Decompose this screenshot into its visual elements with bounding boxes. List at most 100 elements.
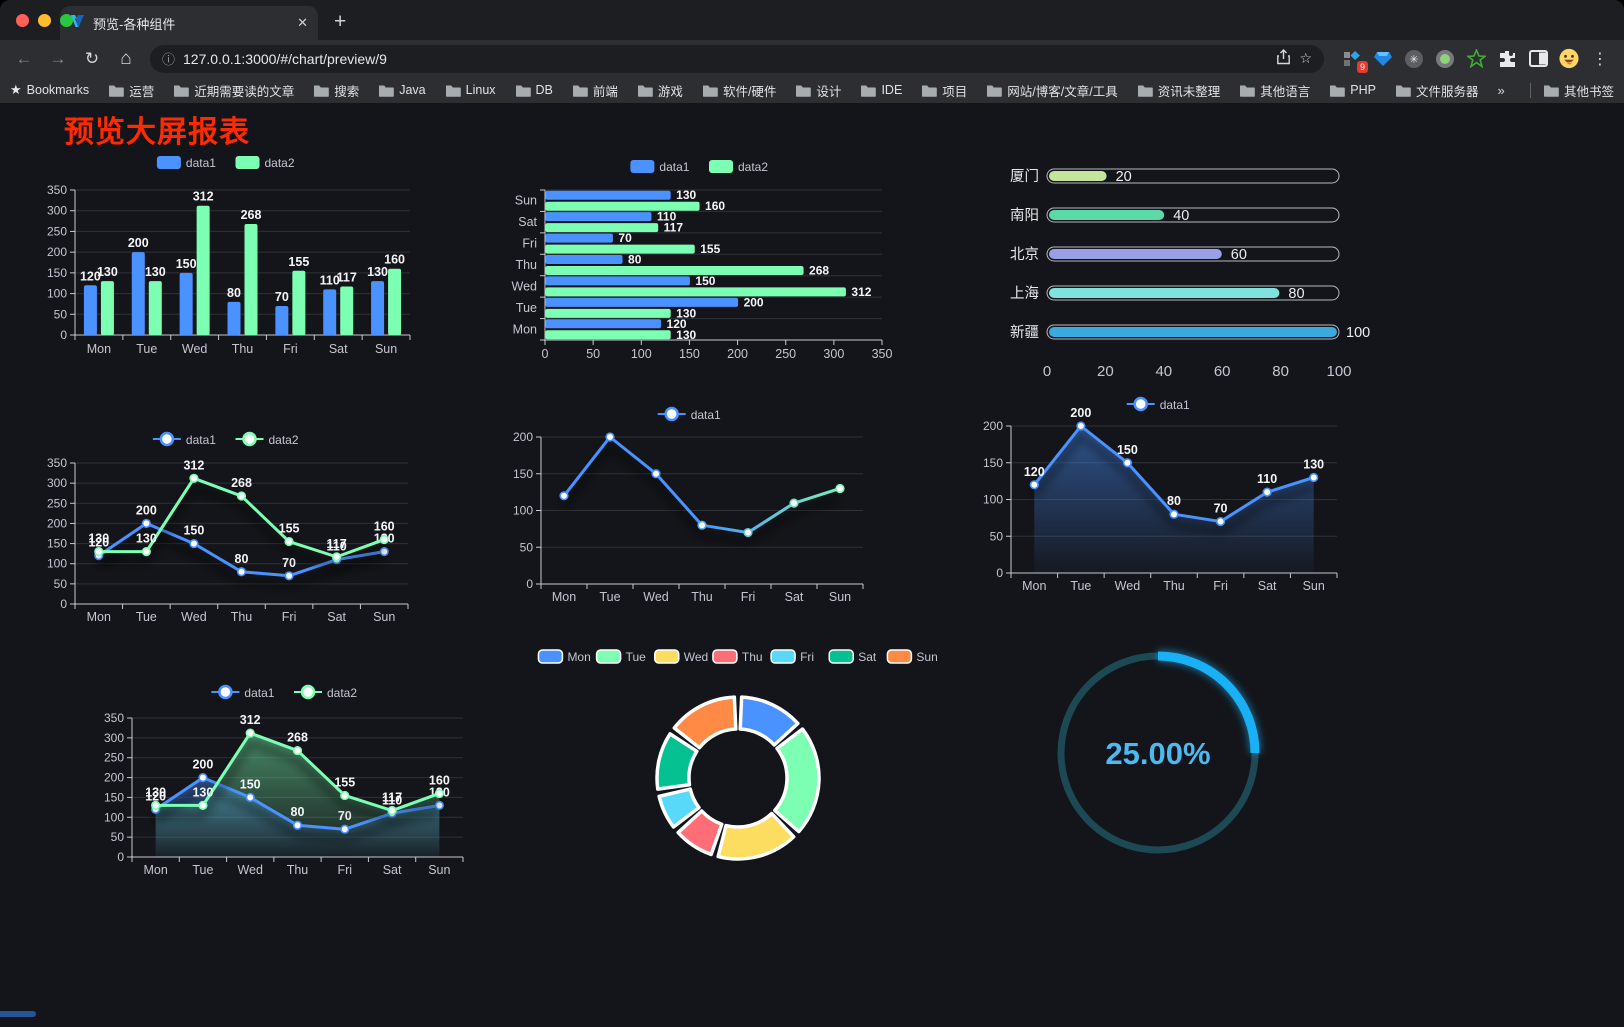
svg-text:Mon: Mon	[87, 610, 111, 624]
svg-text:50: 50	[586, 347, 600, 361]
bookmark-folder-item[interactable]: 软件/硬件	[702, 81, 776, 100]
bookmark-folder-item[interactable]: 资讯未整理	[1137, 81, 1220, 100]
bookmark-folder-item[interactable]: 项目	[921, 81, 967, 100]
bookmark-folder-item[interactable]: Java	[378, 83, 426, 97]
chart-city-progress[interactable]: 厦门 20 南阳 40 北京 60 上海 80 新疆 100 0 20 40 60 80 100	[985, 160, 1370, 385]
home-icon[interactable]: ⌂	[120, 47, 132, 69]
svg-text:60: 60	[1214, 363, 1231, 380]
minimize-window-button[interactable]	[38, 14, 51, 27]
bookmarks-overflow-chevron[interactable]: »	[1497, 82, 1505, 98]
svg-text:200: 200	[104, 771, 124, 785]
bookmark-folder-item[interactable]: DB	[515, 83, 553, 97]
chart-bar-horizontal[interactable]: data1 data2 0 50 100 150 200 250 300 350 Sun 130 160…	[505, 152, 897, 370]
svg-text:Fri: Fri	[283, 342, 298, 356]
bookmark-folder-item[interactable]: 运营	[108, 81, 154, 100]
bookmark-folder-item[interactable]: IDE	[860, 83, 902, 97]
svg-text:80: 80	[227, 286, 241, 300]
close-window-button[interactable]	[16, 14, 29, 27]
profile-avatar[interactable]	[1559, 48, 1579, 69]
bookmark-folder-item[interactable]: 前端	[572, 81, 618, 100]
bookmark-folder-label: 运营	[129, 84, 155, 99]
chart-line-gradient[interactable]: data1 0 50 100 150 200 Mon Tue Wed Thu Fri Sat Sun	[505, 400, 877, 615]
svg-text:110: 110	[382, 793, 402, 807]
chart-donut-days[interactable]: Mon Tue Wed Thu Fri Sat Sun	[537, 640, 938, 880]
svg-text:Wed: Wed	[237, 863, 263, 877]
reload-icon[interactable]: ↻	[84, 48, 100, 68]
tab-close-icon[interactable]: ✕	[297, 15, 308, 30]
chart-line-two-series[interactable]: data1 data2 0 50 100 150 200 250 300 350 Mon Tue Wed…	[35, 425, 420, 640]
bookmark-folder-item[interactable]: Linux	[445, 83, 496, 97]
svg-text:130: 130	[367, 265, 388, 279]
svg-text:100: 100	[104, 810, 124, 824]
svg-text:20: 20	[1116, 169, 1132, 185]
extension-star-icon[interactable]	[1466, 49, 1486, 69]
svg-text:312: 312	[240, 713, 261, 727]
extension-gem-icon[interactable]	[1373, 49, 1393, 69]
bookmark-folder-item[interactable]: 文件服务器	[1395, 81, 1478, 100]
url-text[interactable]: 127.0.0.1:3000/#/chart/preview/9	[183, 50, 387, 67]
svg-text:268: 268	[241, 208, 262, 222]
bookmark-folder-item[interactable]: 游戏	[637, 81, 683, 100]
forward-icon[interactable]: →	[49, 48, 67, 68]
svg-text:100: 100	[47, 557, 67, 571]
chart-canvas: data1 data2 0 50 100 150 200 250 300 350 Mon Tue Wed…	[104, 684, 464, 877]
svg-text:Mon: Mon	[143, 863, 167, 877]
chart-canvas: Mon Tue Wed Thu Fri Sat Sun	[537, 649, 938, 861]
other-bookmarks-label: 其他书签	[1563, 84, 1614, 99]
zoom-window-button[interactable]	[60, 14, 73, 27]
bookmark-folder-label: Java	[399, 83, 426, 97]
svg-text:Wed: Wed	[1115, 579, 1141, 593]
bookmark-folder-item[interactable]: 网站/博客/文章/工具	[986, 81, 1118, 100]
bookmark-star-icon[interactable]: ☆	[1299, 50, 1312, 66]
chart-area-two-series[interactable]: data1 data2 0 50 100 150 200 250 300 350 Mon Tue Wed…	[100, 678, 472, 893]
svg-text:Tue: Tue	[136, 342, 157, 356]
svg-text:Tue: Tue	[516, 301, 537, 315]
svg-text:Sun: Sun	[829, 590, 851, 604]
svg-text:Sat: Sat	[327, 610, 346, 624]
bookmark-folder-item[interactable]: PHP	[1329, 83, 1376, 97]
bookmarks-manager-item[interactable]: ★ Bookmarks	[10, 82, 89, 98]
svg-text:350: 350	[872, 347, 893, 361]
svg-text:Thu: Thu	[231, 610, 253, 624]
bookmark-folder-label: 游戏	[657, 84, 683, 99]
chart-ring-progress[interactable]: 25.00%	[1048, 648, 1268, 863]
svg-text:312: 312	[851, 285, 871, 299]
address-bar[interactable]: ⓘ 127.0.0.1:3000/#/chart/preview/9 ☆	[150, 44, 1324, 73]
svg-text:Tue: Tue	[136, 610, 157, 624]
bookmark-folder-item[interactable]: 其他语言	[1239, 81, 1310, 100]
svg-text:✳: ✳	[1409, 54, 1418, 66]
bookmark-folder-item[interactable]: 设计	[795, 81, 841, 100]
extension-blocks-icon[interactable]: 9	[1342, 49, 1368, 73]
other-bookmarks-folder[interactable]: 其他书签	[1543, 81, 1614, 100]
svg-text:70: 70	[275, 290, 289, 304]
svg-text:Thu: Thu	[287, 863, 309, 877]
chart-canvas: data1 data2 0 50 100 150 200 250 300 350 Mon Tue Wed…	[47, 431, 409, 624]
bookmark-folder-item[interactable]: 近期需要读的文章	[173, 81, 294, 100]
svg-text:Sun: Sun	[1303, 579, 1325, 593]
side-panel-icon[interactable]	[1528, 49, 1548, 69]
svg-text:200: 200	[47, 516, 67, 530]
browser-tab[interactable]: 预览-各种组件 ✕	[60, 6, 318, 40]
new-tab-button[interactable]: +	[334, 10, 347, 33]
svg-text:160: 160	[384, 253, 405, 267]
page-content: 预览大屏报表 data1 data2 0 50 100 150 200 250 300 350 Mo…	[0, 103, 1624, 1027]
svg-text:300: 300	[47, 476, 67, 490]
browser-menu-icon[interactable]: ⋮	[1592, 50, 1608, 68]
bookmark-folder-item[interactable]: 搜索	[313, 81, 359, 100]
svg-text:Wed: Wed	[181, 610, 207, 624]
svg-text:155: 155	[700, 242, 720, 256]
chart-bar-vertical[interactable]: data1 data2 0 50 100 150 200 250 300 350 Mon Tue Wed…	[35, 148, 420, 363]
site-info-icon[interactable]: ⓘ	[162, 52, 176, 67]
back-icon[interactable]: ←	[15, 48, 33, 68]
extensions-puzzle-icon[interactable]	[1497, 49, 1517, 69]
bookmarks-bar: ★ Bookmarks 运营 近期需要读的文章 搜索 Java Linux DB 前端 游戏 软…	[0, 77, 1624, 103]
svg-text:130: 130	[97, 265, 118, 279]
extension-command-icon[interactable]: ✳	[1404, 49, 1424, 69]
share-icon[interactable]	[1276, 49, 1291, 68]
svg-text:350: 350	[104, 711, 124, 725]
extension-record-icon[interactable]	[1435, 49, 1455, 69]
chart-area-single[interactable]: data1 0 50 100 150 200 Mon Tue Wed Thu Fri Sat Sun 12…	[975, 390, 1345, 600]
svg-text:data1: data1	[691, 408, 721, 422]
extension-badge: 9	[1356, 60, 1368, 73]
